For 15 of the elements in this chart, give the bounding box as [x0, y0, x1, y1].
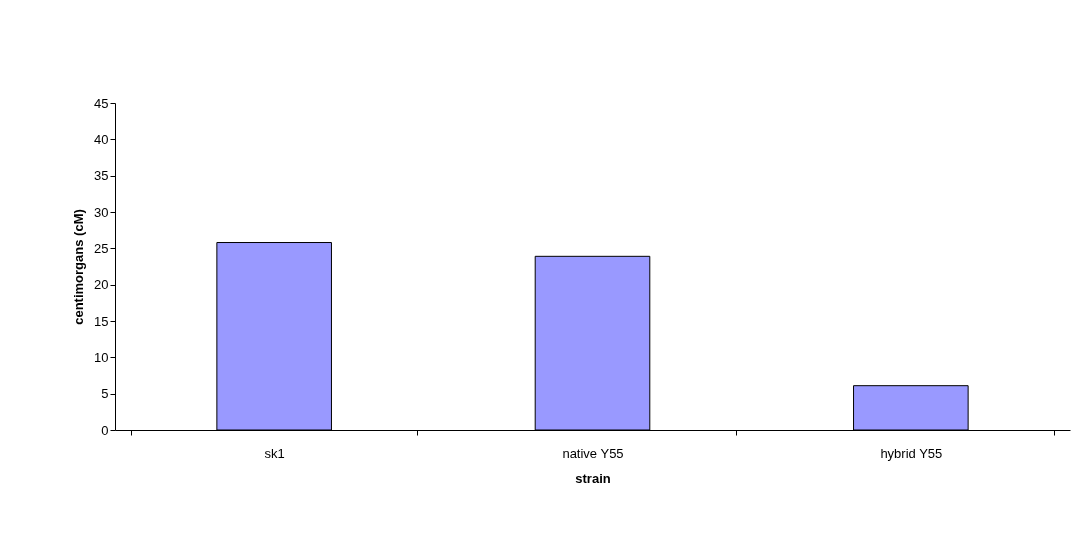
x-tick-label: native Y55 [562, 445, 624, 461]
y-tick-label: 30 [94, 204, 109, 220]
y-tick-label: 10 [94, 349, 109, 365]
y-tick-label: 40 [94, 131, 109, 147]
y-tick-label: 35 [94, 168, 109, 184]
y-tick-label: 15 [94, 313, 109, 329]
y-tick-label: 0 [101, 422, 109, 438]
y-tick-label: 20 [94, 277, 109, 293]
x-axis-title: strain [575, 470, 611, 486]
y-tick-label: 5 [101, 386, 109, 402]
x-tick-label: sk1 [264, 445, 285, 461]
x-tick-label: hybrid Y55 [880, 445, 943, 461]
y-tick-label: 25 [94, 240, 109, 256]
y-axis-title: centimorgans (cM) [71, 209, 87, 325]
y-tick-label: 45 [94, 95, 109, 111]
